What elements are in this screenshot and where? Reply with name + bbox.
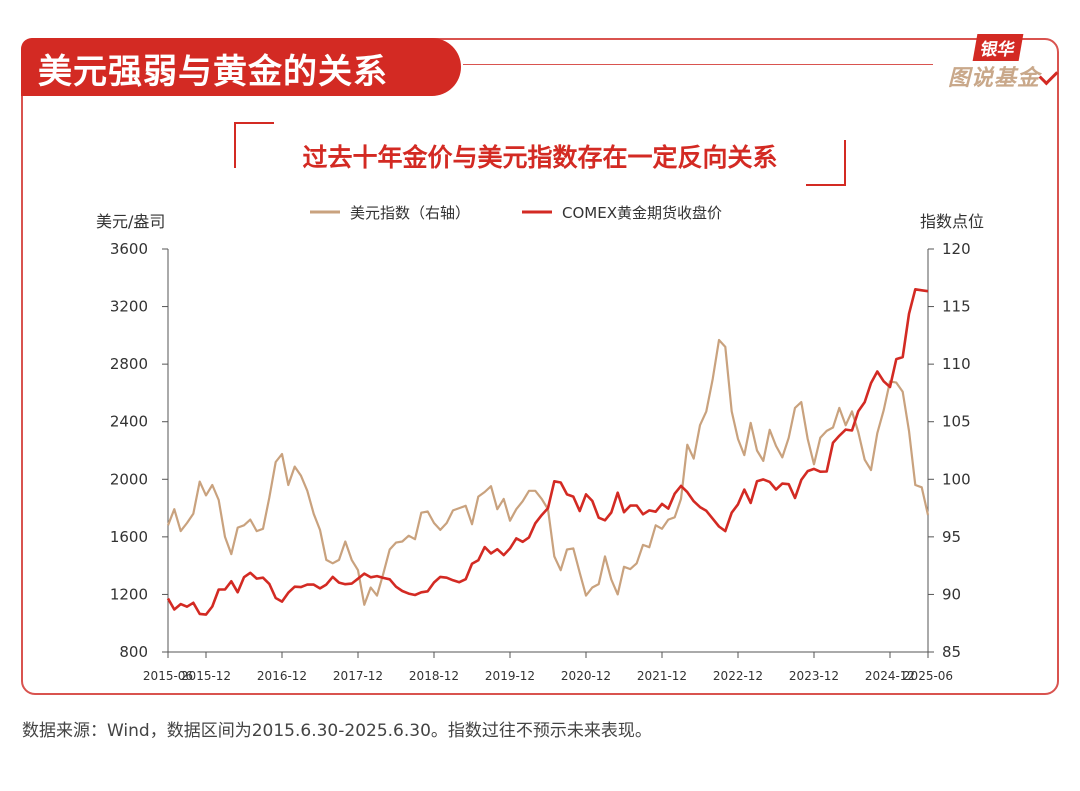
y-right-tick-label: 95 — [942, 528, 961, 546]
x-tick-label: 2016-12 — [257, 669, 307, 683]
series-line-usd-index — [166, 338, 930, 606]
legend-label-usd: 美元指数（右轴） — [350, 204, 470, 222]
x-tick-label: 2018-12 — [409, 669, 459, 683]
x-tick-label: 2020-12 — [561, 669, 611, 683]
y-left-label: 美元/盎司 — [96, 212, 165, 231]
axes: 800 1200 1600 2000 2400 2800 3200 3600 85 90 95 100… — [110, 240, 971, 683]
y-left-tick-label: 1600 — [110, 528, 148, 546]
y-left-tick-label: 2000 — [110, 470, 148, 488]
legend-label-gold: COMEX黄金期货收盘价 — [562, 204, 722, 222]
page-title: 美元强弱与黄金的关系 — [38, 52, 388, 92]
x-tick-label: 2025-06 — [903, 669, 953, 683]
x-tick-label: 2017-12 — [333, 669, 383, 683]
y-left-tick-label: 1200 — [110, 585, 148, 603]
series-layer — [166, 288, 930, 616]
y-right-tick-label: 110 — [942, 355, 971, 373]
bracket-bottom-right-h — [806, 184, 846, 186]
bracket-top-left-h — [234, 122, 274, 124]
y-left-tick-label: 2400 — [110, 413, 148, 431]
bracket-bottom-right — [844, 140, 846, 186]
x-tick-label: 2022-12 — [713, 669, 763, 683]
x-tick-label: 2015-06 — [143, 669, 193, 683]
brand-logo-bottom: 图说基金 — [948, 66, 1041, 91]
y-left-tick-label: 3600 — [110, 240, 148, 258]
y-right-tick-label: 105 — [942, 413, 971, 431]
y-left-tick-label: 800 — [119, 643, 148, 661]
x-tick-label: 2021-12 — [637, 669, 687, 683]
y-right-label: 指数点位 — [920, 212, 984, 231]
y-right-tick-label: 120 — [942, 240, 971, 258]
chart-title: 过去十年金价与美元指数存在一定反向关系 — [302, 143, 778, 172]
x-tick-label: 2024-12 — [865, 669, 915, 683]
y-right-tick-label: 115 — [942, 298, 971, 316]
y-right-tick-label: 90 — [942, 585, 961, 603]
x-tick-label: 2019-12 — [485, 669, 535, 683]
y-left-tick-label: 2800 — [110, 355, 148, 373]
series-line-gold-price — [166, 288, 929, 616]
x-tick-label: 2015-12 — [181, 669, 231, 683]
footnote: 数据来源：Wind，数据区间为2015.6.30-2025.6.30。指数过往不… — [22, 721, 652, 741]
bracket-top-left — [234, 122, 236, 168]
header-divider — [463, 64, 933, 65]
chart-frame — [21, 38, 1059, 695]
y-right-tick-label: 85 — [942, 643, 961, 661]
y-left-tick-label: 3200 — [110, 298, 148, 316]
y-right-tick-label: 100 — [942, 470, 971, 488]
x-tick-label: 2023-12 — [789, 669, 839, 683]
